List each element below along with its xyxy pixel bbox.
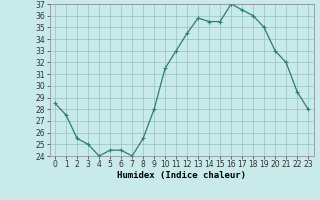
X-axis label: Humidex (Indice chaleur): Humidex (Indice chaleur) — [117, 171, 246, 180]
